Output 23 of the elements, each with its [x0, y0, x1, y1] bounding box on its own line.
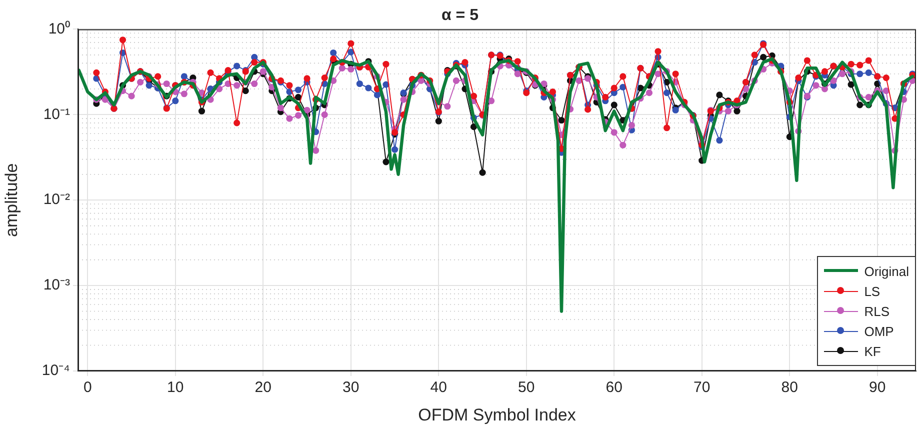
- legend-label: Original: [864, 264, 909, 278]
- x-tick-label: 70: [694, 379, 710, 396]
- x-tick-label: 30: [342, 379, 360, 396]
- x-tick-label: 60: [606, 379, 622, 396]
- x-tick-label: 0: [83, 379, 92, 396]
- x-tick-label: 50: [518, 379, 535, 396]
- legend-label: LS: [864, 284, 880, 298]
- y-axis-title: amplitude: [2, 163, 21, 237]
- x-tick-label: 90: [869, 379, 886, 396]
- x-tick-label: 80: [781, 379, 798, 396]
- x-tick-label: 40: [430, 379, 447, 396]
- legend-label: KF: [864, 344, 881, 358]
- legend-label: OMP: [864, 324, 894, 338]
- chart-title: α = 5: [442, 7, 479, 24]
- legend-label: RLS: [864, 304, 890, 318]
- x-axis-title: OFDM Symbol Index: [418, 405, 576, 424]
- y-tick-label: 10⁻¹: [43, 106, 70, 123]
- y-tick-label: 10⁰: [48, 20, 70, 38]
- y-tick-label: 10⁻⁴: [42, 362, 70, 380]
- y-tick-label: 10⁻³: [43, 276, 70, 294]
- x-tick-label: 20: [254, 379, 272, 396]
- y-tick-label: 10⁻²: [43, 191, 70, 208]
- x-tick-label: 10: [167, 379, 184, 396]
